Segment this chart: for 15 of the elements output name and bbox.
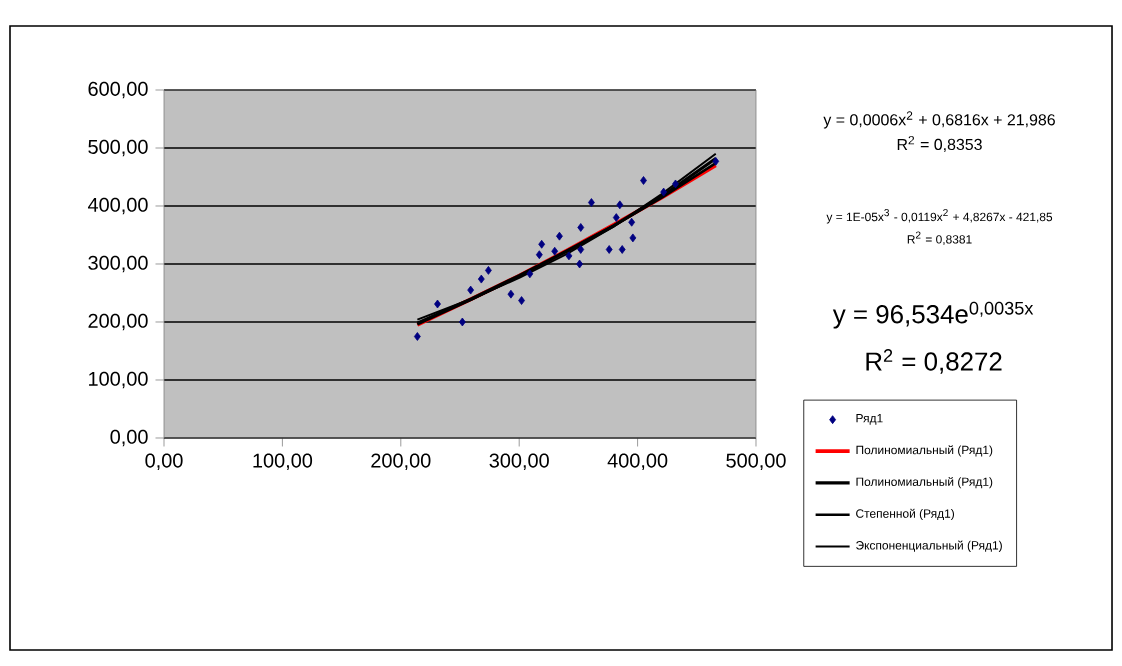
y-tick-label: 500,00	[88, 139, 148, 157]
y-tick-label: 0,00	[110, 429, 148, 447]
x-tick-label: 500,00	[726, 453, 786, 471]
x-tick-label: 0,00	[145, 453, 183, 471]
y-tick-label: 100,00	[89, 371, 148, 389]
x-tick-label: 200,00	[371, 453, 431, 471]
x-tick-label: 300,00	[489, 453, 549, 471]
y-tick-label: 600,00	[88, 81, 148, 99]
y-tick-label: 300,00	[88, 255, 148, 273]
text: R$^{2}$ = 0,8272	[866, 349, 1002, 374]
x-tick-label: 400,00	[607, 453, 668, 471]
y-tick-label: 400,00	[87, 197, 148, 215]
text: y = 96,534e$^{0,0035x}$	[832, 301, 1034, 329]
x-tick-label: 100,00	[253, 453, 313, 471]
y-tick-label: 200,00	[88, 313, 148, 331]
